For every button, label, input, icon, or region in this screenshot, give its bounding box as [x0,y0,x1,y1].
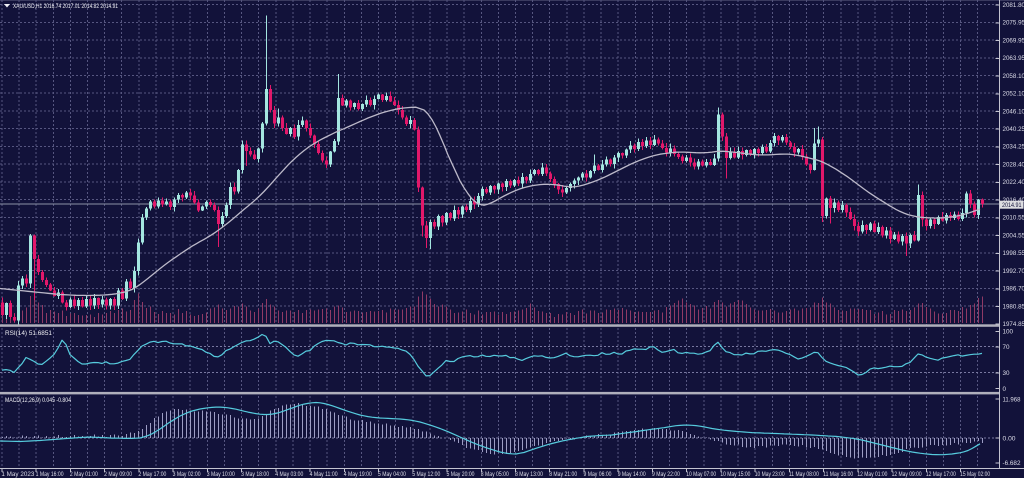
svg-text:2069.95: 2069.95 [1003,37,1024,44]
svg-text:0: 0 [1003,386,1007,393]
svg-text:2010.55: 2010.55 [1003,215,1024,222]
svg-text:4 May 19:00: 4 May 19:00 [344,472,373,478]
svg-text:8 May 21:00: 8 May 21:00 [549,472,578,478]
svg-text:70: 70 [1003,344,1011,351]
svg-text:2052.10: 2052.10 [1003,91,1024,98]
svg-text:2046.10: 2046.10 [1003,108,1024,115]
svg-text:RSI(14) 51.6851: RSI(14) 51.6851 [5,330,52,337]
svg-text:2058.10: 2058.10 [1003,73,1024,80]
svg-text:2034.25: 2034.25 [1003,144,1024,151]
svg-text:2004.55: 2004.55 [1003,232,1024,239]
svg-text:2 May 17:00: 2 May 17:00 [138,472,167,478]
svg-text:2022.40: 2022.40 [1003,179,1024,186]
svg-text:1998.55: 1998.55 [1003,250,1024,257]
svg-text:1 May 16:00: 1 May 16:00 [36,472,65,478]
svg-text:2 May 01:00: 2 May 01:00 [70,472,99,478]
svg-text:12 May 01:00: 12 May 01:00 [857,472,888,478]
svg-text:10 May 15:00: 10 May 15:00 [720,472,751,478]
svg-text:9 May 22:00: 9 May 22:00 [652,472,681,478]
svg-text:2014.91: 2014.91 [1002,202,1022,209]
svg-text:2 May 09:00: 2 May 09:00 [104,472,133,478]
svg-text:3 May 18:00: 3 May 18:00 [241,472,270,478]
svg-text:11.968: 11.968 [1003,396,1021,403]
svg-text:3 May 10:00: 3 May 10:00 [207,472,236,478]
svg-text:5 May 04:00: 5 May 04:00 [378,472,407,478]
svg-text:2040.25: 2040.25 [1003,126,1024,133]
svg-text:2075.95: 2075.95 [1003,20,1024,27]
svg-text:10 May 23:00: 10 May 23:00 [755,472,786,478]
svg-text:1 May 2023: 1 May 2023 [1,472,35,478]
svg-text:XAU/USD,H1 2016.74 2017.01 20: XAU/USD,H1 2016.74 2017.01 2014.82 2014.… [13,3,118,10]
svg-text:12 May 09:00: 12 May 09:00 [892,472,923,478]
svg-text:15 May 02:00: 15 May 02:00 [960,472,991,478]
svg-text:2063.95: 2063.95 [1003,55,1024,62]
svg-text:5 May 12:00: 5 May 12:00 [412,472,441,478]
svg-text:1974.85: 1974.85 [1003,321,1024,328]
svg-text:11 May 08:00: 11 May 08:00 [789,472,820,478]
svg-text:0.00: 0.00 [1003,436,1017,443]
svg-text:8 May 13:00: 8 May 13:00 [515,472,544,478]
svg-text:8 May 05:00: 8 May 05:00 [481,472,510,478]
svg-text:100: 100 [1003,329,1014,336]
svg-text:11 May 16:00: 11 May 16:00 [823,472,854,478]
svg-text:2028.40: 2028.40 [1003,162,1024,169]
svg-text:1980.85: 1980.85 [1003,303,1024,310]
svg-text:10 May 07:00: 10 May 07:00 [686,472,717,478]
svg-text:2081.80: 2081.80 [1003,2,1024,9]
svg-text:5 May 20:00: 5 May 20:00 [447,472,476,478]
svg-text:1992.70: 1992.70 [1003,268,1024,275]
svg-text:1986.70: 1986.70 [1003,286,1024,293]
svg-text:12 May 17:00: 12 May 17:00 [926,472,957,478]
svg-text:30: 30 [1003,370,1011,377]
svg-text:4 May 11:00: 4 May 11:00 [310,472,339,478]
svg-text:3 May 02:00: 3 May 02:00 [173,472,202,478]
svg-text:-6.682: -6.682 [1003,460,1021,467]
svg-text:9 May 06:00: 9 May 06:00 [584,472,613,478]
svg-text:4 May 03:00: 4 May 03:00 [275,472,304,478]
svg-text:9 May 14:00: 9 May 14:00 [618,472,647,478]
svg-text:2016.40: 2016.40 [1003,197,1024,204]
svg-text:MACD(12,26,9) 0.045 -0.804: MACD(12,26,9) 0.045 -0.804 [5,397,71,404]
